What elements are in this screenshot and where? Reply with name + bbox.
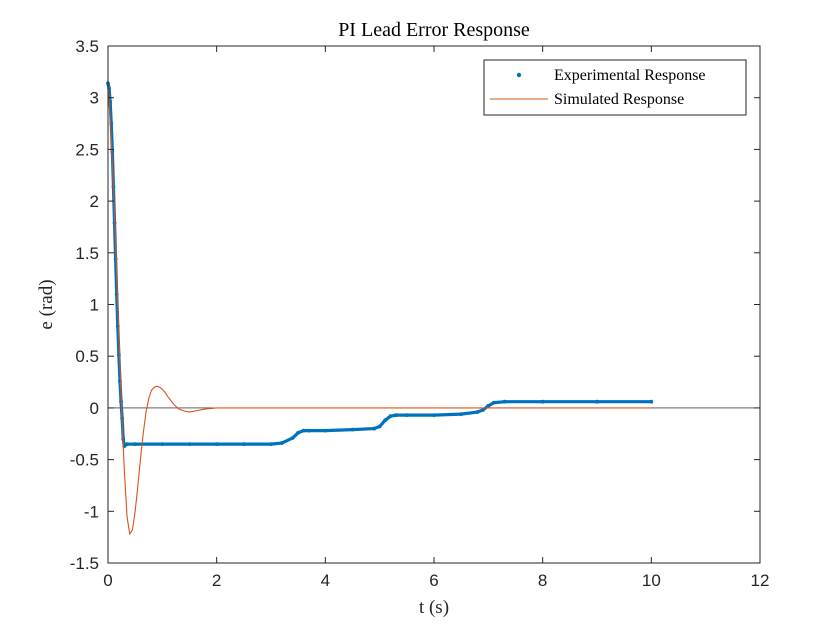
experimental-point <box>481 408 485 412</box>
experimental-point <box>491 400 496 405</box>
experimental-point <box>540 399 545 404</box>
y-axis-title: e (rad) <box>36 279 57 329</box>
y-tick-label: -1.5 <box>70 554 99 573</box>
experimental-point <box>114 292 119 297</box>
chart-title: PI Lead Error Response <box>338 19 530 41</box>
experimental-point <box>404 413 409 418</box>
x-tick-label: 4 <box>321 571 330 590</box>
experimental-point <box>160 442 165 446</box>
experimental-point <box>372 426 377 431</box>
experimental-point <box>307 428 311 433</box>
experimental-point <box>377 424 382 429</box>
x-tick-label: 0 <box>103 571 112 590</box>
experimental-point <box>486 403 491 408</box>
series-1 <box>107 83 652 536</box>
y-tick-label: -1 <box>84 502 99 521</box>
x-tick-label: 8 <box>538 571 547 590</box>
experimental-point <box>241 442 246 446</box>
ticks-layer: 0 2 4 6 8 10 12 -1.5 -1 -0.5 0 0.5 1 1.5 2 2.5 3 3.5 <box>70 37 770 590</box>
legend-swatch-marker <box>516 72 522 78</box>
experimental-point <box>350 427 355 432</box>
series-0 <box>106 81 654 450</box>
experimental-point <box>388 414 393 419</box>
experimental-point <box>475 410 480 414</box>
experimental-point <box>301 428 306 433</box>
experimental-point <box>502 399 507 404</box>
y-tick-label: 2 <box>90 192 99 211</box>
x-tick-label: 10 <box>642 571 661 590</box>
experimental-point <box>125 442 129 446</box>
experimental-point <box>214 442 219 446</box>
experimental-point <box>394 413 398 418</box>
experimental-point <box>296 430 301 435</box>
series-layer <box>106 81 760 536</box>
plot-area <box>108 46 760 563</box>
experimental-point <box>269 442 273 446</box>
legend-box <box>483 59 747 116</box>
experimental-point <box>432 413 436 418</box>
experimental-point <box>595 399 599 404</box>
legend-label: Simulated Response <box>554 91 684 108</box>
simulated-response-line <box>107 83 652 536</box>
x-tick-label: 12 <box>751 571 770 590</box>
legend-label: Experimental Response <box>554 67 706 84</box>
legend: Experimental Response Simulated Response <box>483 59 747 116</box>
y-tick-label: 1 <box>90 296 99 315</box>
experimental-response-trail <box>106 81 653 450</box>
y-tick-label: 0 <box>90 399 99 418</box>
experimental-point <box>649 399 654 404</box>
x-axis-title: t (s) <box>419 597 449 618</box>
experimental-point <box>383 418 387 423</box>
experimental-point <box>459 412 464 417</box>
experimental-point <box>133 442 138 446</box>
x-tick-label: 6 <box>429 571 438 590</box>
y-tick-label: 3 <box>90 89 99 108</box>
experimental-point <box>290 435 295 440</box>
experimental-point <box>187 442 192 446</box>
experimental-point <box>323 428 328 433</box>
y-tick-label: 3.5 <box>75 37 99 56</box>
y-tick-label: 1.5 <box>75 244 99 263</box>
experimental-point <box>118 379 122 383</box>
x-tick-label: 2 <box>212 571 221 590</box>
experimental-point <box>279 441 284 445</box>
y-tick-label: 2.5 <box>75 140 99 159</box>
y-tick-label: 0.5 <box>75 347 99 366</box>
y-tick-label: -0.5 <box>70 451 99 470</box>
